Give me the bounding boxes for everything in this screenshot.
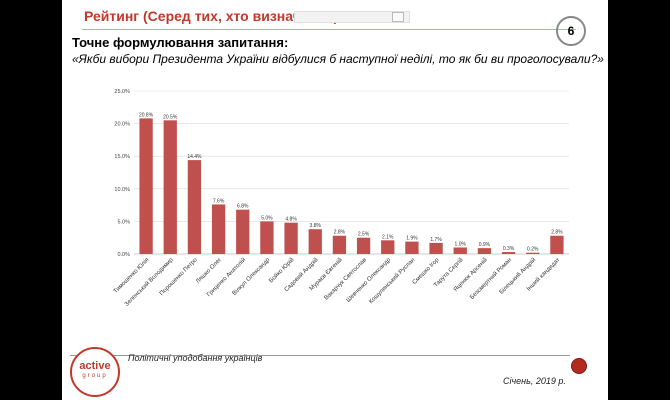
logo-sub-text: group [82, 373, 108, 379]
bar [381, 240, 395, 254]
value-label: 2.5% [358, 232, 370, 238]
bar [453, 247, 467, 254]
corner-dot-icon [571, 358, 587, 374]
x-tick-label: Шевченко Олександр [346, 257, 393, 304]
bar [260, 221, 274, 254]
footer-date: Січень, 2019 р. [503, 376, 566, 386]
bar [477, 248, 492, 254]
bar [405, 241, 419, 254]
header-overlay-bar [294, 11, 410, 23]
value-label: 6.8% [237, 204, 249, 210]
value-label: 4.8% [285, 217, 297, 223]
footer-text: Політичні уподобання українців [128, 353, 263, 363]
y-tick-label: 10.0% [114, 187, 130, 193]
value-label: 20.8% [139, 112, 154, 118]
value-label: 2.8% [551, 230, 563, 236]
header-overlay-box [392, 12, 404, 22]
value-label: 20.5% [163, 114, 178, 120]
x-tick-label: Кошулинський Руслан [368, 256, 417, 305]
value-label: 2.1% [382, 234, 394, 240]
x-tick-label: Безсмертний Роман [469, 256, 513, 300]
value-label: 0.9% [479, 242, 491, 248]
bar [332, 235, 347, 254]
bar [550, 235, 564, 254]
value-label: 1.9% [406, 236, 418, 242]
title-divider [82, 29, 576, 30]
x-tick-label: Вакарчук Святослав [324, 257, 368, 301]
y-tick-label: 0.0% [117, 252, 130, 258]
bar [308, 229, 322, 254]
value-label: 0.2% [527, 247, 539, 253]
question-text: «Якби вибори Президента України відбулис… [72, 52, 604, 66]
logo-main-text: active [79, 360, 111, 372]
page-number: 6 [556, 16, 586, 46]
y-tick-label: 15.0% [114, 154, 130, 160]
value-label: 3.8% [310, 223, 322, 229]
value-label: 1.0% [455, 241, 467, 247]
x-tick-label: Зеленський Володимир [123, 256, 175, 308]
bar-chart: 0.0%5.0%10.0%15.0%20.0%25.0%20.8%Тимошен… [113, 89, 569, 308]
bar [139, 118, 153, 254]
slide-title: Рейтинг (Серед тих, хто визначився) [84, 8, 339, 24]
y-tick-label: 5.0% [117, 219, 130, 225]
slide: Рейтинг (Серед тих, хто визначився) 6 То… [62, 0, 608, 400]
value-label: 14.4% [187, 154, 202, 160]
value-label: 1.7% [430, 237, 442, 243]
bar [429, 242, 443, 254]
value-label: 0.3% [503, 246, 515, 252]
value-label: 5.0% [261, 215, 273, 221]
y-tick-label: 25.0% [114, 89, 130, 95]
active-group-logo: active group [70, 347, 120, 397]
y-tick-label: 20.0% [114, 122, 130, 128]
bar [356, 237, 371, 254]
bar [163, 120, 177, 254]
bar [236, 209, 250, 254]
bar [526, 252, 540, 254]
x-tick-label: Гриценко Анатолій [206, 256, 248, 298]
bar [187, 160, 202, 254]
bar [501, 252, 516, 254]
bar [284, 222, 298, 254]
value-label: 2.8% [334, 230, 346, 236]
value-label: 7.6% [213, 198, 225, 204]
question-label: Точне формулювання запитання: [72, 35, 289, 50]
footer-divider [70, 355, 570, 356]
bar [211, 204, 226, 254]
